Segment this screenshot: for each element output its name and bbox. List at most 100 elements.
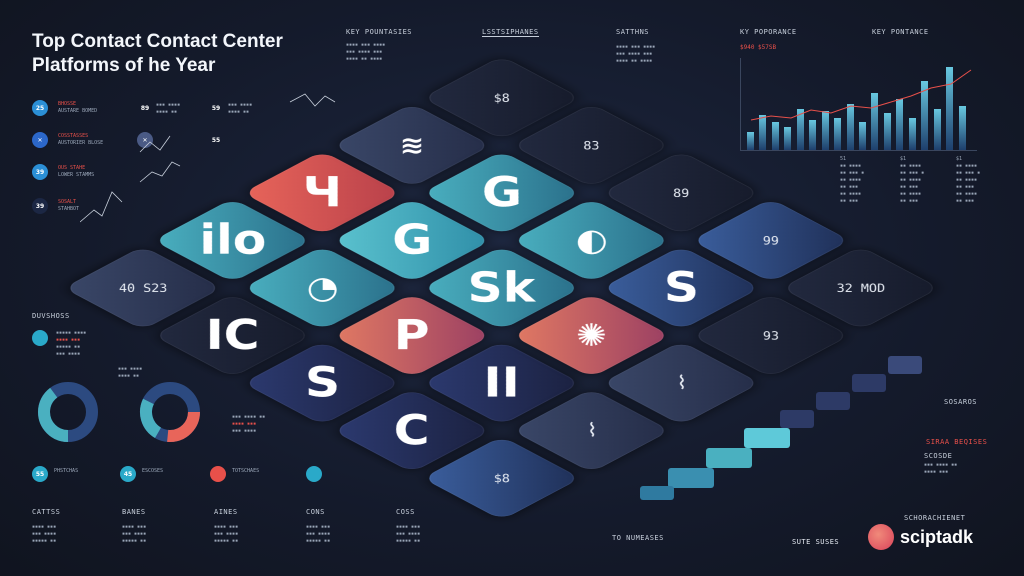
step-block-8: [640, 486, 674, 500]
label-siraa-beqises: SIRAA BEQISES: [926, 438, 988, 446]
stripes-logo-icon: ≋: [399, 130, 425, 160]
donut-notes-2: ▪▪▪ ▪▪▪▪ ▪▪ ▪▪▪▪ ▪▪▪ ▪▪▪ ▪▪▪▪: [232, 414, 266, 434]
left-stat-sub-2: AUSTORIER BLOSE: [58, 140, 104, 146]
bottom-header-banes: BANES: [122, 508, 146, 516]
donut-chart-2: [140, 382, 200, 442]
left-stat-icon-3-text: 39: [35, 168, 45, 176]
page-title: Top Contact Contact Center Platforms of …: [32, 30, 283, 78]
label-scosde-notes: ▪▪▪ ▪▪▪▪ ▪▪ ▪▪▪▪ ▪▪▪: [924, 462, 958, 475]
chart-line-icon: ⌇: [585, 419, 597, 442]
section-duvshoss: DUVSHOSS: [32, 312, 70, 320]
ilo-logo-icon: ilo: [199, 216, 266, 265]
bottom-icon-4: [306, 466, 322, 482]
chart-sub-notes-1: 51 ▪▪ ▪▪▪▪ ▪▪ ▪▪▪ ▪ ▪▪ ▪▪▪▪ ▪▪ ▪▪▪ ▪▪ ▪▪▪▪ ▪▪ …: [840, 156, 865, 204]
bottom-icon-2: 45: [120, 466, 136, 482]
bar-9: [846, 104, 854, 150]
label-scosde: SCOSDE: [924, 452, 953, 460]
left-stat-text-3: OUS STAHE LOWER STAMMS: [58, 165, 94, 179]
bottom-icon-label-2: ESCOSES: [142, 468, 164, 474]
gauge-icon: ◔: [306, 269, 339, 307]
title-line-2: Platforms of he Year: [32, 55, 216, 76]
bar-11: [871, 92, 879, 150]
donut-notes-1: ▪▪▪ ▪▪▪▪ ▪▪▪▪ ▪▪: [118, 366, 143, 379]
stat-notes-mid: ▪▪▪ ▪▪▪▪ ▪▪▪▪ ▪▪: [156, 102, 181, 115]
bar-chart: [740, 58, 977, 151]
bottom-header-coss: COSS: [396, 508, 415, 516]
left-stat-title-4: SOSALT: [58, 199, 77, 205]
bottom-notes-2: ▪▪▪▪ ▪▪▪ ▪▪▪ ▪▪▪▪ ▪▪▪▪▪ ▪▪: [122, 524, 147, 544]
bottom-icon-label-1: PHSTCHAS: [54, 468, 79, 474]
left-stat-icon-4-text: 39: [35, 202, 45, 210]
bottom-icon-1: 55: [32, 466, 48, 482]
bottom-header-cattss: CATTSS: [32, 508, 61, 516]
tile-value-4-text: 83: [583, 138, 600, 153]
step-block-4: [780, 410, 814, 428]
chart-head-left: $940 $57SB: [740, 44, 777, 51]
stat-icon-mid-1-text: 89: [140, 104, 150, 112]
bottom-icon-1-text: 55: [35, 470, 45, 478]
stat-icon-right-2: 55: [208, 132, 224, 148]
donut-chart-1: [38, 382, 98, 442]
bar-7: [821, 111, 829, 150]
left-stat-sub-3: LOWER STAMMS: [58, 172, 95, 178]
bottom-icon-2-text: 45: [123, 470, 133, 478]
stat-icon-right-1: 59: [208, 100, 224, 116]
step-block-2: [852, 374, 886, 392]
y-logo-icon: Ч: [302, 169, 342, 217]
bar-18: [958, 105, 966, 150]
step-block-6: [706, 448, 752, 468]
spiral-logo-icon: ✺: [576, 317, 607, 354]
left-stat-sub-4: STAHBOT: [58, 206, 80, 212]
step-block-7: [668, 468, 714, 488]
bar-3: [771, 122, 779, 150]
p-logo-icon: P: [394, 311, 430, 360]
bar-6: [809, 119, 817, 150]
bar-chart-bars: [747, 58, 971, 150]
header-key-pontance: KEY PONTANCE: [872, 28, 929, 36]
left-stat-icon-2: ✕: [32, 132, 48, 148]
bar-5: [796, 108, 804, 150]
label-schorachienet: SCHORACHIENET: [904, 514, 966, 522]
left-stat-sub-1: AUSTARE BOMED: [58, 108, 98, 114]
bottom-notes-1: ▪▪▪▪ ▪▪▪ ▪▪▪ ▪▪▪▪ ▪▪▪▪▪ ▪▪: [32, 524, 57, 544]
left-stat-icon-4: 39: [32, 198, 48, 214]
close-icon: ✕: [137, 132, 153, 148]
bar-17: [946, 67, 954, 150]
g-logo-icon: G: [391, 216, 432, 265]
title-line-1: Top Contact Contact Center: [32, 31, 283, 52]
tile-value-1-text: 40 S23: [118, 281, 168, 295]
s-logo-icon: S: [304, 359, 340, 407]
brand[interactable]: sciptadk: [868, 524, 973, 550]
bar-2: [759, 115, 767, 150]
tile-value-8-text: 32 MOD: [836, 281, 885, 295]
brand-logo-icon: [868, 524, 894, 550]
left-stat-icon-1-text: 25: [35, 104, 45, 112]
bottom-icon-label-3: TOTSCHAES: [232, 468, 260, 474]
s2-logo-icon: S: [663, 264, 699, 312]
stat-icon-right-2-text: 55: [211, 136, 221, 144]
bar-13: [896, 99, 904, 150]
step-block-1: [888, 356, 922, 374]
bottom-header-aines: AINES: [214, 508, 238, 516]
tile-value-7-text: 93: [762, 328, 779, 343]
ii-logo-icon: II: [483, 359, 520, 407]
bar-16: [933, 108, 941, 150]
left-stat-icon-2-text: ✕: [37, 136, 43, 144]
ic-logo-icon: IC: [205, 311, 260, 360]
bottom-notes-3: ▪▪▪▪ ▪▪▪ ▪▪▪ ▪▪▪▪ ▪▪▪▪▪ ▪▪: [214, 524, 239, 544]
chart-sub-notes-2: $1 ▪▪ ▪▪▪▪ ▪▪ ▪▪▪ ▪ ▪▪ ▪▪▪▪ ▪▪ ▪▪▪ ▪▪ ▪▪▪▪ ▪▪ …: [900, 156, 925, 204]
cloud-logo-icon: ◐: [575, 222, 608, 259]
c-logo-icon: C: [394, 406, 430, 455]
bottom-notes-5: ▪▪▪▪ ▪▪▪ ▪▪▪ ▪▪▪▪ ▪▪▪▪▪ ▪▪: [396, 524, 421, 544]
bottom-icon-3: [210, 466, 226, 482]
bar-10: [859, 122, 866, 150]
left-stat-title-1: BHOSSE: [58, 101, 77, 107]
left-stat-icon-3: 39: [32, 164, 48, 180]
close-icon-text: ✕: [142, 136, 148, 144]
tile-value-5-text: 89: [673, 186, 690, 200]
stat-notes-right: ▪▪▪ ▪▪▪▪ ▪▪▪▪ ▪▪: [228, 102, 253, 115]
chart-sub-notes-3: $1 ▪▪ ▪▪▪▪ ▪▪ ▪▪▪ ▪ ▪▪ ▪▪▪▪ ▪▪ ▪▪▪ ▪▪ ▪▪▪▪ ▪▪ …: [956, 156, 981, 204]
left-stat-title-2: COSSTASSES: [58, 133, 89, 139]
section-duvshoss-notes: ▪▪▪▪▪ ▪▪▪▪ ▪▪▪▪ ▪▪▪ ▪▪▪▪▪ ▪▪ ▪▪▪ ▪▪▪▪: [56, 330, 87, 357]
sk-logo-icon: Sk: [467, 264, 536, 312]
